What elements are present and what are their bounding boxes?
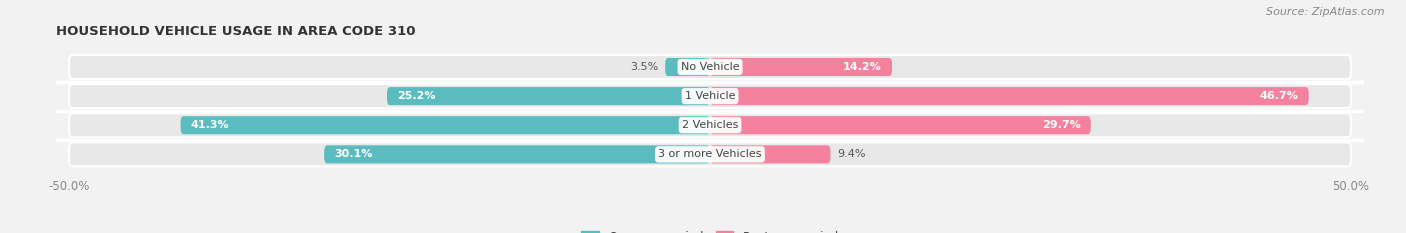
FancyBboxPatch shape <box>69 55 1351 79</box>
FancyBboxPatch shape <box>665 58 710 76</box>
FancyBboxPatch shape <box>710 58 891 76</box>
FancyBboxPatch shape <box>69 142 1351 166</box>
Text: No Vehicle: No Vehicle <box>681 62 740 72</box>
FancyBboxPatch shape <box>710 145 831 163</box>
Text: 25.2%: 25.2% <box>398 91 436 101</box>
Text: 41.3%: 41.3% <box>191 120 229 130</box>
Text: 2 Vehicles: 2 Vehicles <box>682 120 738 130</box>
Text: 3 or more Vehicles: 3 or more Vehicles <box>658 149 762 159</box>
Text: HOUSEHOLD VEHICLE USAGE IN AREA CODE 310: HOUSEHOLD VEHICLE USAGE IN AREA CODE 310 <box>56 25 416 38</box>
FancyBboxPatch shape <box>69 84 1351 108</box>
Text: 1 Vehicle: 1 Vehicle <box>685 91 735 101</box>
Text: 9.4%: 9.4% <box>837 149 866 159</box>
FancyBboxPatch shape <box>325 145 710 163</box>
FancyBboxPatch shape <box>710 87 1309 105</box>
Text: 46.7%: 46.7% <box>1260 91 1299 101</box>
FancyBboxPatch shape <box>387 87 710 105</box>
Text: 30.1%: 30.1% <box>335 149 373 159</box>
Text: Source: ZipAtlas.com: Source: ZipAtlas.com <box>1267 7 1385 17</box>
Text: 3.5%: 3.5% <box>630 62 659 72</box>
FancyBboxPatch shape <box>180 116 710 134</box>
FancyBboxPatch shape <box>710 116 1091 134</box>
FancyBboxPatch shape <box>69 113 1351 137</box>
Text: 14.2%: 14.2% <box>844 62 882 72</box>
Text: 29.7%: 29.7% <box>1042 120 1080 130</box>
Legend: Owner-occupied, Renter-occupied: Owner-occupied, Renter-occupied <box>576 226 844 233</box>
